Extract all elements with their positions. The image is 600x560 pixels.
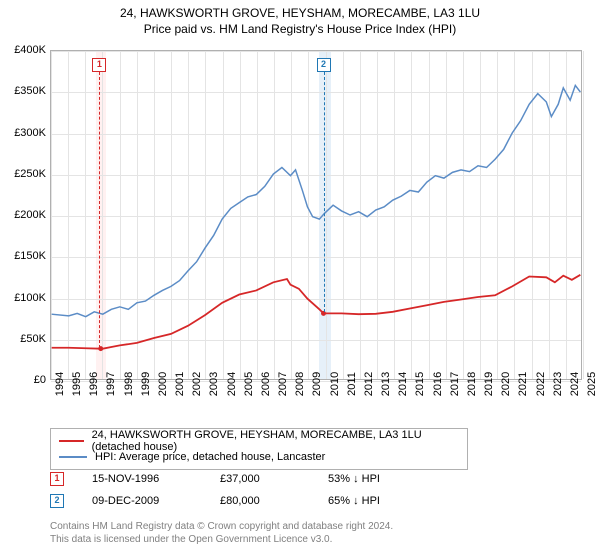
x-tick-label: 2002 [191,372,203,396]
x-tick-label: 1999 [140,372,152,396]
x-tick-label: 2017 [449,372,461,396]
legend-label-property: 24, HAWKSWORTH GROVE, HEYSHAM, MORECAMBE… [92,429,459,453]
event-pct-1: 53% ↓ HPI [328,473,380,485]
event-box-1: 1 [92,58,106,72]
x-tick-label: 2000 [157,372,169,396]
x-tick-label: 1996 [88,372,100,396]
x-tick-label: 2016 [432,372,444,396]
event-marker-icon-1: 1 [50,472,64,486]
y-tick-label: £250K [14,168,46,180]
x-tick-label: 2020 [500,372,512,396]
x-tick-label: 2008 [294,372,306,396]
x-tick-label: 2024 [569,372,581,396]
footer-line2: This data is licensed under the Open Gov… [50,533,393,546]
x-tick-label: 2003 [208,372,220,396]
event-price-1: £37,000 [220,473,300,485]
x-tick-label: 2014 [397,372,409,396]
x-tick-label: 2009 [311,372,323,396]
y-tick-label: £200K [14,209,46,221]
y-tick-label: £150K [14,250,46,262]
x-tick-label: 2022 [535,372,547,396]
x-tick-label: 2004 [226,372,238,396]
x-tick-label: 1994 [54,372,66,396]
legend: 24, HAWKSWORTH GROVE, HEYSHAM, MORECAMBE… [50,428,468,470]
x-tick-label: 2015 [414,372,426,396]
y-tick-label: £350K [14,85,46,97]
x-tick-label: 2019 [483,372,495,396]
event-row-2: 2 09-DEC-2009 £80,000 65% ↓ HPI [50,494,380,508]
y-tick-label: £0 [34,374,46,386]
series-hpi [52,85,581,316]
event-date-1: 15-NOV-1996 [92,473,192,485]
event-dashed-line-1 [99,72,100,348]
y-tick-label: £300K [14,127,46,139]
x-tick-label: 2010 [329,372,341,396]
x-tick-label: 1997 [105,372,117,396]
footer-attribution: Contains HM Land Registry data © Crown c… [50,520,393,546]
footer-line1: Contains HM Land Registry data © Crown c… [50,520,393,533]
x-tick-label: 2021 [517,372,529,396]
chart-title-desc: Price paid vs. HM Land Registry's House … [0,22,600,36]
x-tick-label: 1998 [123,372,135,396]
x-tick-label: 2006 [260,372,272,396]
event-marker-icon-2: 2 [50,494,64,508]
chart-plot-area [50,50,582,380]
chart-svg [51,51,581,379]
legend-swatch-property [59,440,84,442]
x-tick-label: 2023 [552,372,564,396]
x-tick-label: 2018 [466,372,478,396]
x-tick-label: 2025 [586,372,598,396]
x-tick-label: 2005 [243,372,255,396]
event-pct-2: 65% ↓ HPI [328,495,380,507]
x-tick-label: 2013 [380,372,392,396]
x-tick-label: 2011 [346,372,358,396]
chart-title-address: 24, HAWKSWORTH GROVE, HEYSHAM, MORECAMBE… [0,6,600,20]
legend-label-hpi: HPI: Average price, detached house, Lanc… [95,451,325,463]
event-row-1: 1 15-NOV-1996 £37,000 53% ↓ HPI [50,472,380,486]
y-tick-label: £50K [20,333,46,345]
event-box-2: 2 [317,58,331,72]
y-tick-label: £400K [14,44,46,56]
x-tick-label: 2007 [277,372,289,396]
x-tick-label: 2001 [174,372,186,396]
event-date-2: 09-DEC-2009 [92,495,192,507]
x-tick-label: 1995 [71,372,83,396]
event-price-2: £80,000 [220,495,300,507]
legend-item-property: 24, HAWKSWORTH GROVE, HEYSHAM, MORECAMBE… [59,433,459,449]
y-tick-label: £100K [14,292,46,304]
legend-swatch-hpi [59,456,87,458]
x-tick-label: 2012 [363,372,375,396]
event-dashed-line-2 [324,72,325,312]
series-property [52,275,581,349]
